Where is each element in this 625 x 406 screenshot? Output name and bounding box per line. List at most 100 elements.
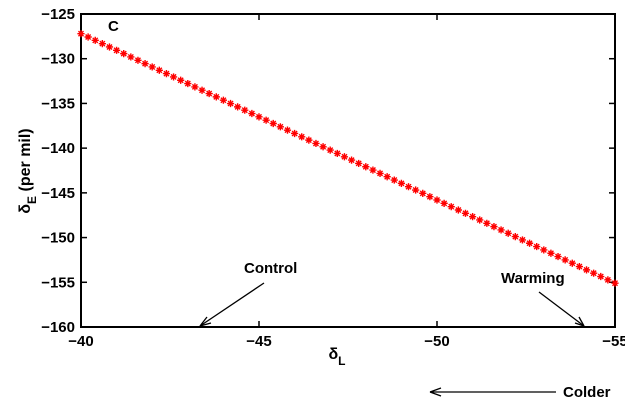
data-point — [234, 103, 242, 111]
warming-annotation: Warming — [501, 270, 565, 287]
x-tick-label: −55 — [602, 333, 625, 350]
data-point — [340, 153, 349, 161]
panel-label: C — [108, 18, 119, 35]
data-point — [547, 249, 555, 257]
data-point — [291, 129, 299, 138]
data-point — [390, 176, 398, 184]
data-point — [148, 63, 156, 71]
data-point — [283, 126, 292, 134]
data-point — [169, 73, 178, 81]
warming-arrow — [538, 291, 585, 327]
data-point — [383, 173, 391, 181]
data-point — [276, 123, 284, 131]
data-point — [504, 229, 512, 237]
data-point — [518, 236, 527, 244]
data-point — [134, 56, 142, 64]
data-point — [604, 276, 612, 284]
y-tick-label: −135 — [41, 95, 75, 112]
data-point — [561, 256, 569, 264]
data-point — [105, 43, 114, 51]
data-point — [454, 206, 462, 214]
x-axis-ticks: −40 −45 −50 −55 — [68, 14, 625, 350]
control-annotation: Control — [244, 260, 297, 277]
y-tick-label: −160 — [41, 319, 75, 336]
data-point — [319, 143, 327, 151]
y-axis-ticks: −125 −130 −135 −140 −145 −150 −155 −160 — [41, 6, 615, 336]
data-point — [98, 40, 106, 48]
y-tick-label: −125 — [41, 6, 75, 23]
data-point — [141, 60, 149, 68]
data-point — [269, 119, 277, 128]
y-tick-label: −155 — [41, 274, 75, 291]
data-point — [205, 89, 213, 98]
data-point — [191, 83, 199, 91]
data-point — [305, 136, 313, 144]
y-tick-label: −130 — [41, 51, 75, 68]
data-point — [312, 139, 320, 148]
data-point — [575, 262, 583, 271]
y-axis-label: δE (per mil) — [17, 128, 39, 213]
data-point — [440, 199, 448, 207]
data-point — [226, 99, 235, 108]
control-arrow — [199, 282, 265, 327]
data-point — [554, 252, 562, 261]
data-point — [255, 113, 263, 121]
data-point — [582, 266, 591, 274]
data-point — [333, 149, 341, 158]
colder-arrow — [429, 387, 556, 397]
data-point — [533, 242, 541, 251]
data-point — [412, 186, 420, 194]
data-point — [298, 133, 306, 141]
data-point — [376, 169, 384, 177]
data-point — [469, 213, 477, 221]
data-point — [162, 69, 171, 78]
x-tick-label: −50 — [424, 333, 449, 350]
data-point — [476, 216, 484, 224]
data-point — [347, 156, 356, 164]
data-point — [426, 193, 434, 201]
data-point — [461, 209, 470, 217]
data-point — [219, 96, 227, 104]
data-point — [155, 66, 163, 74]
data-point — [490, 223, 498, 231]
data-point — [77, 30, 85, 38]
colder-annotation: Colder — [563, 384, 611, 401]
y-tick-label: −140 — [41, 140, 75, 157]
data-point — [177, 76, 185, 84]
data-point — [241, 106, 249, 114]
series-markers — [77, 30, 619, 287]
data-point — [419, 189, 427, 197]
data-point — [184, 79, 192, 88]
plot-area — [80, 13, 616, 328]
data-point — [362, 163, 370, 171]
data-point — [611, 279, 619, 287]
data-point — [113, 46, 121, 54]
data-point — [91, 36, 99, 44]
data-point — [262, 116, 270, 124]
data-point — [120, 50, 128, 58]
data-point — [212, 93, 220, 101]
data-point — [369, 166, 377, 174]
data-point — [525, 239, 534, 247]
data-point — [597, 272, 605, 281]
data-point — [127, 53, 135, 61]
data-point — [590, 269, 598, 277]
data-point — [355, 159, 363, 168]
data-point — [540, 246, 548, 254]
data-point — [198, 86, 206, 94]
data-point — [433, 196, 441, 204]
x-tick-label: −45 — [246, 333, 271, 350]
data-point — [84, 33, 92, 41]
data-point — [447, 203, 455, 211]
data-point — [404, 183, 413, 191]
y-tick-label: −145 — [41, 185, 75, 202]
data-point — [497, 226, 505, 234]
x-tick-label: −40 — [68, 333, 93, 350]
data-point — [511, 233, 519, 241]
y-tick-label: −150 — [41, 230, 75, 247]
x-axis-label: δL — [328, 346, 345, 368]
data-point — [397, 179, 405, 187]
data-point — [248, 109, 256, 118]
data-point — [568, 259, 576, 267]
